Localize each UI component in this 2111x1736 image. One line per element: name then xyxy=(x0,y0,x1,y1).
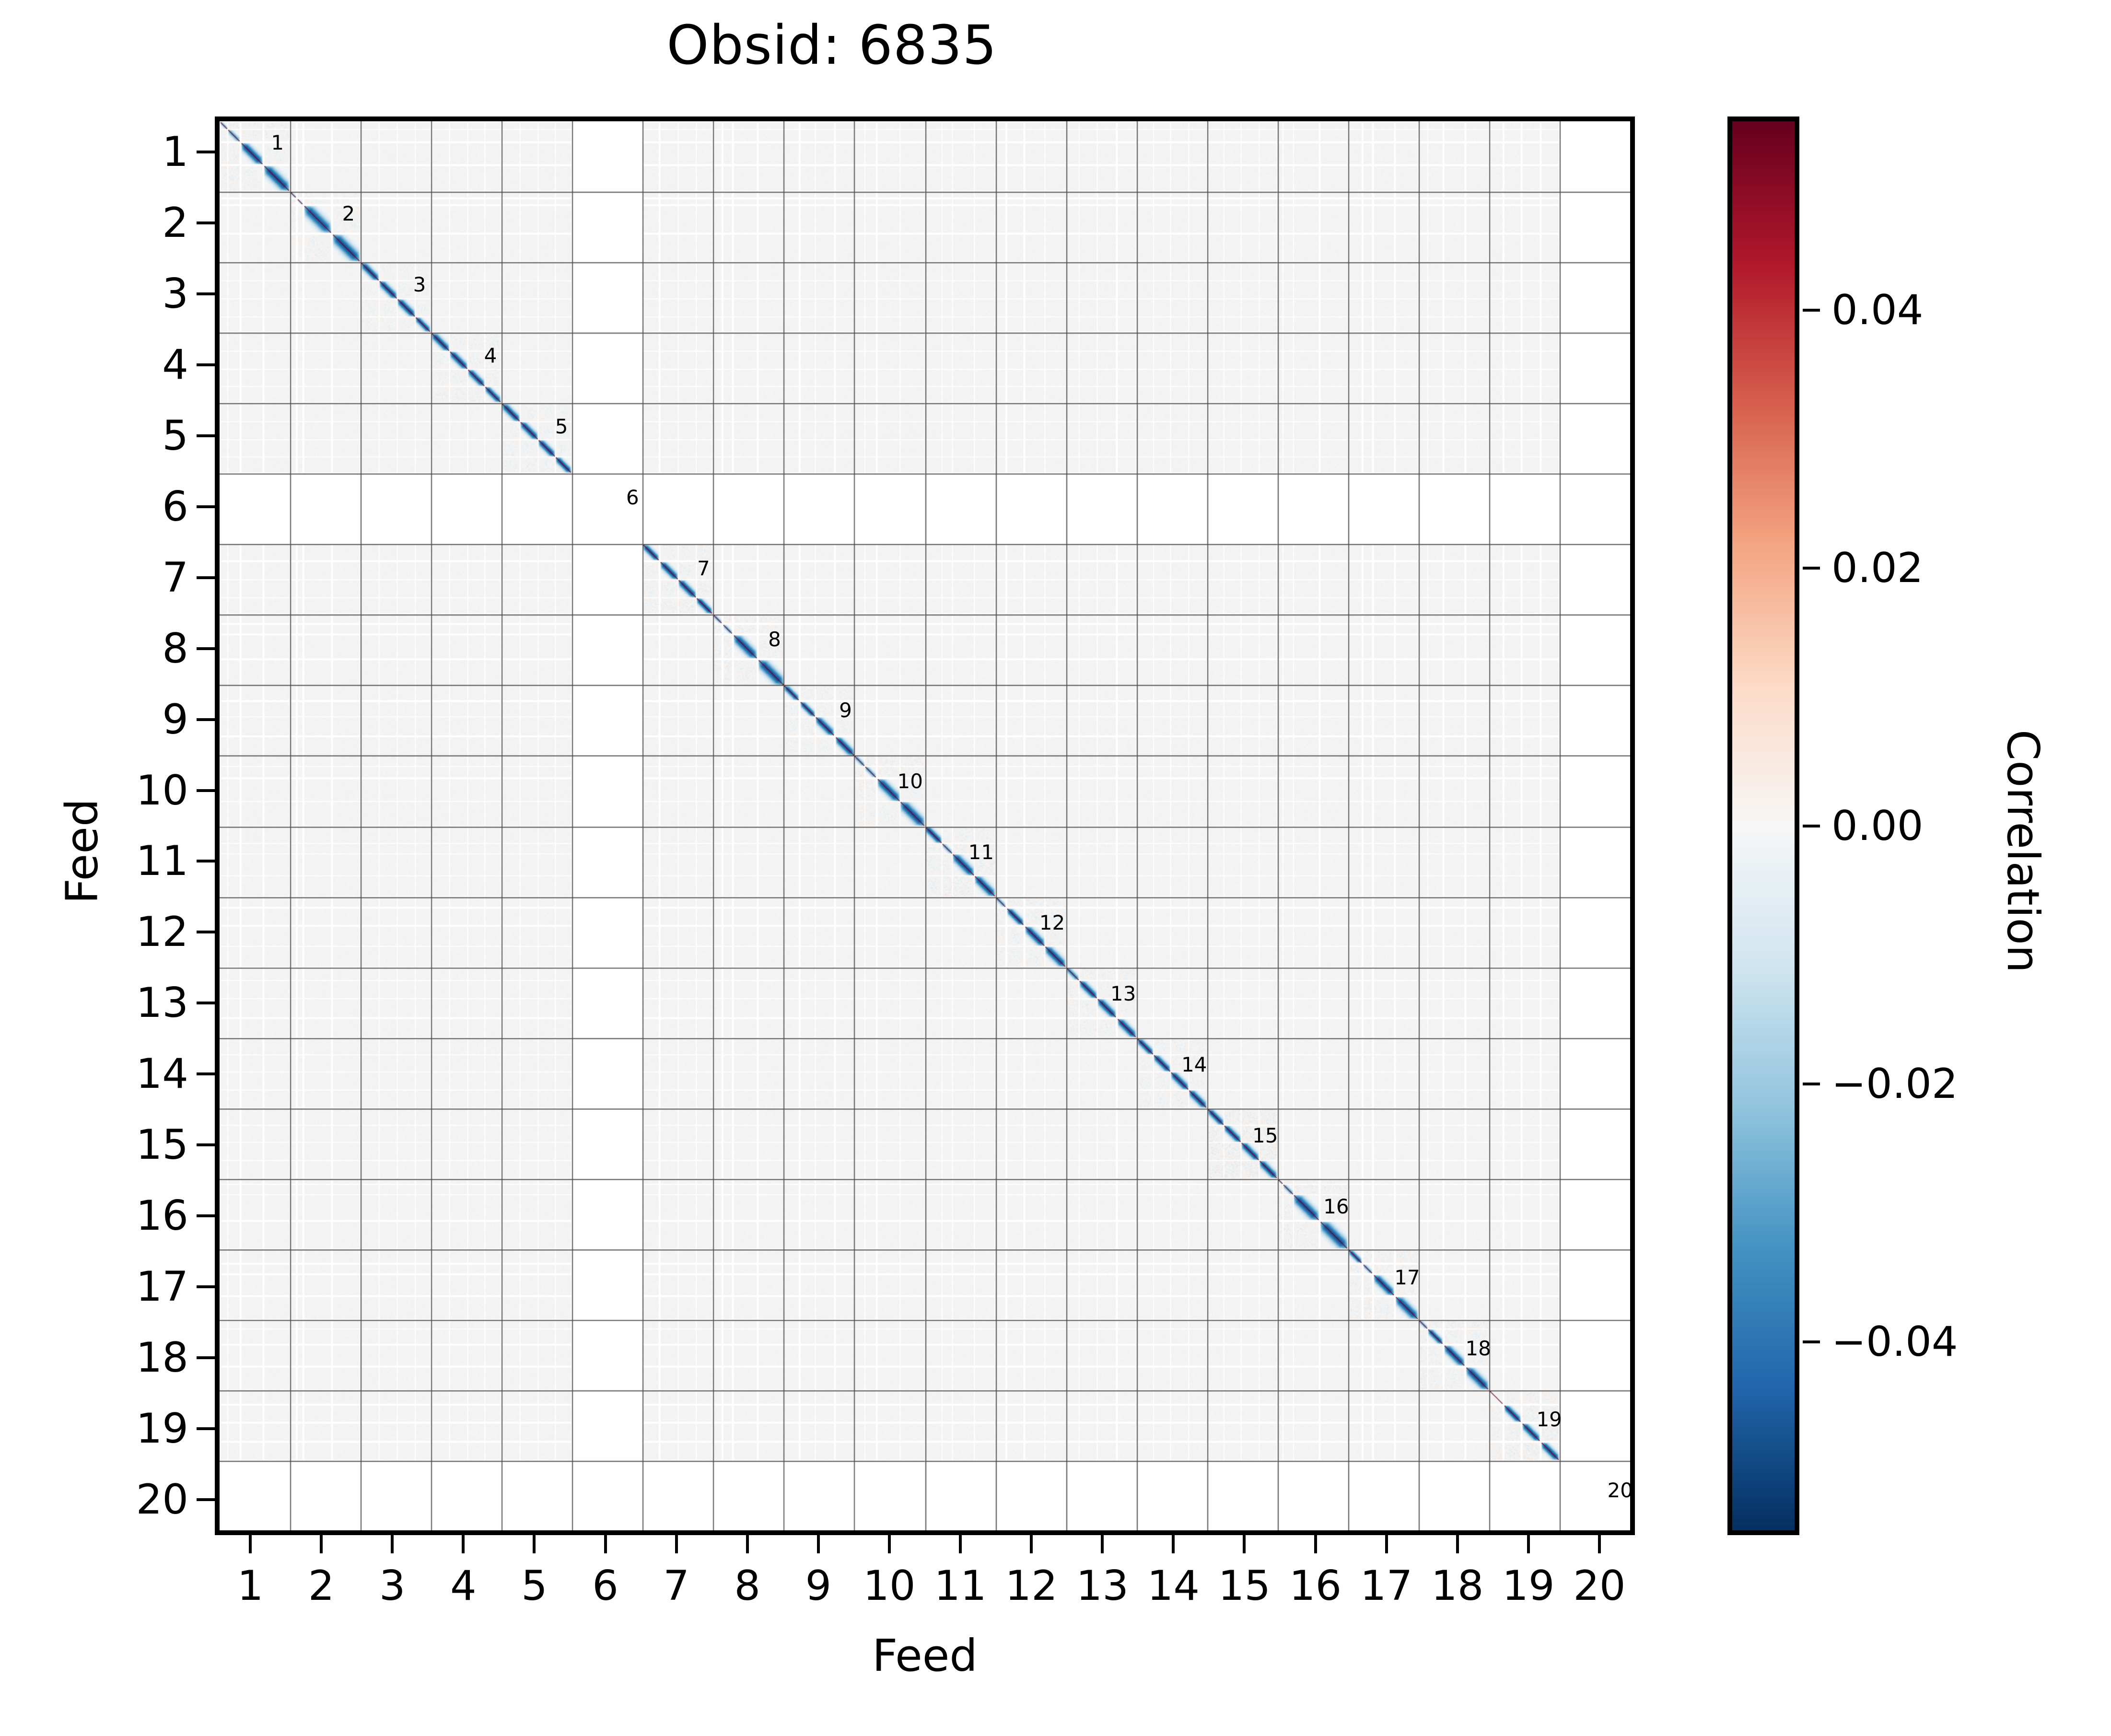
x-tick-10 xyxy=(887,1535,891,1553)
y-ticklabel-12: 12 xyxy=(136,908,188,956)
y-tick-1 xyxy=(197,150,215,153)
y-ticklabel-15: 15 xyxy=(136,1121,188,1169)
x-tick-14 xyxy=(1172,1535,1175,1553)
x-tick-20 xyxy=(1598,1535,1601,1553)
y-ticklabel-14: 14 xyxy=(136,1050,188,1098)
y-ticklabel-5: 5 xyxy=(162,411,188,460)
x-tick-1 xyxy=(249,1535,252,1553)
x-ticklabel-7: 7 xyxy=(663,1562,689,1610)
y-ticklabel-11: 11 xyxy=(136,837,188,885)
y-tick-10 xyxy=(197,789,215,792)
colorbar-ticklabel-0: 0.04 xyxy=(1831,286,1924,334)
x-ticklabel-10: 10 xyxy=(863,1562,916,1610)
y-ticklabel-10: 10 xyxy=(136,766,188,815)
x-ticklabel-15: 15 xyxy=(1218,1562,1271,1610)
y-tick-16 xyxy=(197,1214,215,1218)
y-ticklabel-19: 19 xyxy=(136,1405,188,1453)
y-tick-17 xyxy=(197,1285,215,1289)
y-tick-3 xyxy=(197,292,215,295)
x-ticklabel-20: 20 xyxy=(1573,1562,1626,1610)
colorbar-tick-0 xyxy=(1803,308,1820,312)
x-tick-3 xyxy=(391,1535,394,1553)
y-ticklabel-13: 13 xyxy=(136,979,188,1027)
y-tick-5 xyxy=(197,434,215,437)
x-ticklabel-6: 6 xyxy=(592,1562,618,1610)
y-ticklabel-4: 4 xyxy=(162,340,188,389)
x-tick-2 xyxy=(320,1535,323,1553)
colorbar-label: Correlation xyxy=(1997,729,2049,973)
colorbar-tick-4 xyxy=(1803,1340,1820,1343)
x-ticklabel-19: 19 xyxy=(1502,1562,1555,1610)
y-ticklabel-2: 2 xyxy=(162,198,188,247)
x-ticklabel-3: 3 xyxy=(379,1562,406,1610)
y-tick-7 xyxy=(197,576,215,579)
y-tick-2 xyxy=(197,221,215,224)
x-tick-11 xyxy=(959,1535,962,1553)
y-ticklabel-8: 8 xyxy=(162,624,188,673)
x-ticklabel-12: 12 xyxy=(1005,1562,1058,1610)
y-tick-14 xyxy=(197,1072,215,1076)
y-tick-19 xyxy=(197,1427,215,1431)
x-ticklabel-9: 9 xyxy=(805,1562,832,1610)
y-tick-13 xyxy=(197,1002,215,1005)
x-tick-13 xyxy=(1101,1535,1104,1553)
x-ticklabel-11: 11 xyxy=(934,1562,987,1610)
page-title: Obsid: 6835 xyxy=(666,14,997,77)
y-tick-20 xyxy=(197,1498,215,1502)
x-ticklabel-18: 18 xyxy=(1431,1562,1484,1610)
y-ticklabel-1: 1 xyxy=(162,128,188,176)
colorbar-gradient xyxy=(1732,121,1795,1530)
x-ticklabel-17: 17 xyxy=(1360,1562,1413,1610)
x-tick-16 xyxy=(1314,1535,1317,1553)
y-ticklabel-6: 6 xyxy=(162,482,188,531)
y-tick-15 xyxy=(197,1143,215,1147)
x-ticklabel-1: 1 xyxy=(237,1562,264,1610)
y-ticklabel-18: 18 xyxy=(136,1334,188,1382)
colorbar[interactable] xyxy=(1727,117,1799,1535)
x-ticklabel-13: 13 xyxy=(1076,1562,1129,1610)
y-ticklabel-9: 9 xyxy=(162,695,188,744)
y-ticklabel-3: 3 xyxy=(162,269,188,318)
y-ticklabel-17: 17 xyxy=(136,1263,188,1311)
x-tick-19 xyxy=(1527,1535,1530,1553)
x-tick-6 xyxy=(604,1535,607,1553)
x-tick-5 xyxy=(533,1535,536,1553)
y-tick-8 xyxy=(197,647,215,650)
colorbar-ticklabel-1: 0.02 xyxy=(1831,544,1924,592)
colorbar-ticklabel-3: −0.02 xyxy=(1831,1060,1958,1108)
x-ticklabel-5: 5 xyxy=(521,1562,548,1610)
x-tick-18 xyxy=(1456,1535,1459,1553)
x-tick-4 xyxy=(462,1535,465,1553)
x-tick-9 xyxy=(816,1535,820,1553)
colorbar-tick-1 xyxy=(1803,566,1820,570)
x-tick-7 xyxy=(675,1535,678,1553)
y-tick-11 xyxy=(197,860,215,863)
x-ticklabel-14: 14 xyxy=(1147,1562,1200,1610)
y-ticklabel-20: 20 xyxy=(136,1476,188,1524)
x-ticklabel-16: 16 xyxy=(1289,1562,1342,1610)
x-tick-15 xyxy=(1243,1535,1246,1553)
correlation-matrix-plot[interactable]: 1 2 3 4 5 6 7 8 9 10 11 12 13 14 15 16 17 18 19 20 xyxy=(215,117,1635,1535)
colorbar-tick-3 xyxy=(1803,1082,1820,1085)
y-tick-12 xyxy=(197,931,215,934)
x-tick-8 xyxy=(746,1535,749,1553)
x-ticklabel-8: 8 xyxy=(734,1562,761,1610)
x-ticklabel-2: 2 xyxy=(308,1562,335,1610)
x-tick-17 xyxy=(1385,1535,1388,1553)
y-tick-18 xyxy=(197,1356,215,1360)
colorbar-ticklabel-2: 0.00 xyxy=(1831,802,1924,850)
y-axis-label: Feed xyxy=(56,798,108,904)
y-ticklabel-7: 7 xyxy=(162,553,188,602)
correlation-heatmap-canvas[interactable] xyxy=(220,121,1630,1530)
colorbar-ticklabel-4: −0.04 xyxy=(1831,1317,1958,1366)
y-ticklabel-16: 16 xyxy=(136,1192,188,1240)
x-ticklabel-4: 4 xyxy=(450,1562,477,1610)
colorbar-tick-2 xyxy=(1803,824,1820,827)
x-axis-label: Feed xyxy=(872,1630,978,1681)
x-tick-12 xyxy=(1030,1535,1033,1553)
y-tick-4 xyxy=(197,363,215,366)
y-tick-9 xyxy=(197,718,215,721)
y-tick-6 xyxy=(197,505,215,508)
